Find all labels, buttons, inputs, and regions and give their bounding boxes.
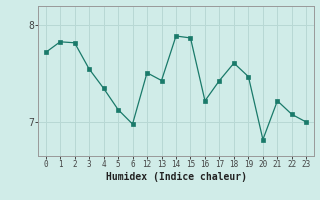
X-axis label: Humidex (Indice chaleur): Humidex (Indice chaleur) xyxy=(106,172,246,182)
